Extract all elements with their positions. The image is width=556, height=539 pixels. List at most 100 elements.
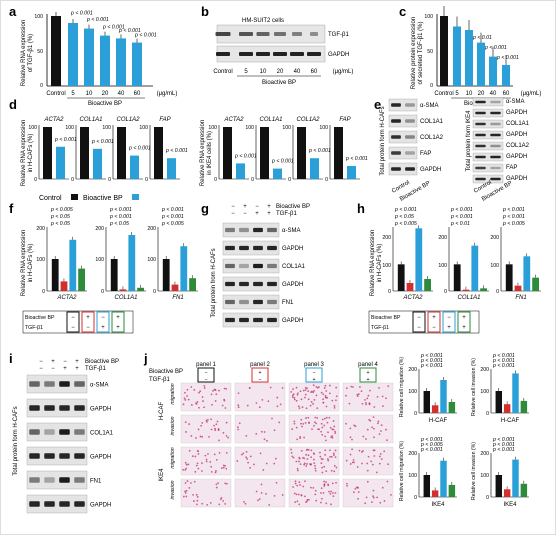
panel-j-cell-2-1-10 bbox=[240, 453, 243, 456]
panel-j-cell-2-0-13 bbox=[194, 455, 197, 458]
panel-j-cell-0-3-5 bbox=[352, 386, 354, 388]
panel-g-band-3-2 bbox=[253, 281, 263, 287]
panel-g-row-bg-2 bbox=[222, 258, 280, 274]
panel-e-right-band-1-0 bbox=[475, 111, 486, 115]
panel-j-cell-2-2-56 bbox=[332, 454, 335, 456]
panel-j-cell-0-0-19 bbox=[198, 406, 200, 409]
panel-i-hdr-tgf-0: − bbox=[39, 366, 43, 372]
panel-d-ike4-pval-1: p < 0.001 bbox=[271, 159, 294, 165]
panel-g-label-5: GAPDH bbox=[282, 318, 303, 324]
panel-d-hcaf-tick-0-0: 0 bbox=[34, 177, 37, 183]
panel-j-cell-2-3-1 bbox=[375, 471, 378, 474]
panel-j-cell-0-0-14 bbox=[215, 393, 218, 396]
panel-j-cell-0-0-35 bbox=[202, 400, 204, 402]
panel-j-cell-2-2-35 bbox=[305, 465, 308, 467]
panel-j-cell-2-3-4 bbox=[358, 449, 361, 452]
panel-e-left-row-bg-4 bbox=[388, 162, 418, 176]
panel-letter-f: f bbox=[9, 201, 14, 216]
panel-j-cell-3-2-44 bbox=[315, 499, 318, 502]
panel-j-cell-1-3-19 bbox=[372, 427, 375, 430]
panel-i-band-5-2 bbox=[59, 501, 70, 507]
panel-j-cell-1-0-11 bbox=[199, 435, 202, 438]
panel-e-blots: α-SMA COL1A1 COL1A2 FAP GAPDH α-SMA GAPDH COL1A… bbox=[388, 97, 530, 184]
panel-j-chart-tick-100-0: 100 bbox=[408, 389, 417, 395]
panel-e-right-row-bg-5 bbox=[472, 152, 504, 162]
panel-h-pval-2-1: p < 0.001 bbox=[502, 214, 525, 220]
panel-j-treat-tgf-0: − bbox=[204, 377, 207, 383]
panel-e-right-band-0-0 bbox=[475, 100, 486, 104]
panel-g-band-1-3 bbox=[267, 245, 277, 251]
panel-g-hdr-bp-2: − bbox=[255, 204, 259, 210]
panel-i-blots: −−+−−+++Bioactive BPTGF-β1α-SMAGAPDHCOL1… bbox=[26, 359, 119, 514]
panel-letter-c: c bbox=[399, 4, 406, 19]
panel-j-treat-label-tgf: TGF-β1 bbox=[149, 377, 170, 383]
panel-h-treat-bp-0: − bbox=[417, 315, 421, 321]
panel-j-cell-1-3-14 bbox=[354, 425, 357, 428]
panel-j-cell-1-2-46 bbox=[293, 422, 296, 425]
panel-e-right-row-bg-3 bbox=[472, 130, 504, 140]
panel-j-chart-3-bar-1 bbox=[503, 489, 511, 497]
panel-f-chart-2-bar-2 bbox=[180, 246, 188, 291]
panel-j-cell-0-0-17 bbox=[201, 396, 204, 398]
panel-j-cell-1-2-5 bbox=[321, 418, 324, 421]
panel-j-cell-0-0-27 bbox=[182, 403, 185, 406]
panel-a: Relative RNA expression of TGF-β1 (%) 10… bbox=[21, 11, 177, 107]
panel-i-row-bg-5 bbox=[26, 494, 88, 514]
panel-j-cell-0-1-0 bbox=[261, 398, 264, 401]
panel-j-cell-2-2-9 bbox=[299, 463, 302, 466]
panel-j-cell-0-0-28 bbox=[214, 400, 217, 402]
panel-j-cell-3-2-34 bbox=[331, 492, 334, 494]
panel-g-band-3-3 bbox=[267, 281, 277, 287]
panel-b-band-1: GAPDH bbox=[328, 52, 349, 58]
panel-j-cell-0-3-6 bbox=[365, 401, 367, 404]
panel-e-right-row-bg-7 bbox=[472, 174, 504, 184]
panel-j-cell-0-2-48 bbox=[295, 399, 298, 402]
panel-b-band-0: TGF-β1 bbox=[328, 32, 349, 38]
panel-j-cell-3-3-18 bbox=[357, 487, 359, 489]
panel-j-cell-1-3-21 bbox=[380, 424, 383, 427]
panel-e-right-row-bg-6 bbox=[472, 163, 504, 173]
panel-d-hcaf-gene-3: FAP bbox=[159, 117, 170, 123]
panel-j-cell-1-3-6 bbox=[349, 427, 352, 430]
panel-h-pval-2-0: p < 0.005 bbox=[502, 221, 525, 227]
panel-g-band-2-2 bbox=[253, 263, 263, 269]
panel-e-right-band-2-1 bbox=[490, 122, 501, 126]
panel-c-bar-2 bbox=[465, 30, 473, 86]
panel-a-bar-2 bbox=[84, 28, 94, 87]
panel-j-chart-tick-200-1: 200 bbox=[480, 367, 489, 373]
panel-g: Total protein from H-CAFs −−+−−+++Bioact… bbox=[211, 204, 310, 328]
panel-j-cell-1-3-5 bbox=[380, 430, 382, 432]
panel-j-cell-1-1-9 bbox=[278, 421, 281, 424]
panel-j-cell-2-2-22 bbox=[329, 456, 331, 458]
panel-j-cell-0-0-6 bbox=[186, 395, 189, 397]
panel-j-cell-0-1-1 bbox=[237, 406, 240, 409]
panel-d-hcaf-gene-1: COL1A1 bbox=[79, 117, 102, 123]
panel-i-band-3-0 bbox=[29, 453, 40, 459]
panel-j-cell-2-0-11 bbox=[195, 464, 198, 467]
panel-e-left-band-1-0 bbox=[391, 119, 401, 123]
panel-d-hcaf-bar-bp-0 bbox=[56, 146, 65, 179]
panel-j-cell-0-3-4 bbox=[366, 397, 369, 400]
panel-a-bar-0 bbox=[51, 16, 61, 86]
panel-g-hdr-label-tgf: TGF-β1 bbox=[276, 211, 297, 217]
panel-j-cell-1-2-11 bbox=[332, 420, 335, 422]
panel-f-chart-0-bar-0 bbox=[51, 259, 59, 291]
panel-g-hdr-tgf-0: − bbox=[231, 211, 235, 217]
panel-j-cell-0-1-7 bbox=[276, 396, 279, 399]
panel-d-right-ylabel-1: Relative RNA expression bbox=[200, 120, 206, 186]
panel-j-image-3-2 bbox=[288, 478, 340, 508]
panel-j-chart-tick-0-3: 0 bbox=[486, 495, 489, 501]
panel-h-tick-100-1: 100 bbox=[438, 263, 447, 269]
panel-j-cell-1-2-4 bbox=[313, 425, 315, 427]
panel-j-cell-2-0-15 bbox=[215, 469, 217, 472]
panel-j-cell-0-3-14 bbox=[381, 395, 384, 398]
panel-j-cell-1-2-34 bbox=[320, 422, 323, 425]
panel-i-row-bg-4 bbox=[26, 470, 88, 490]
panel-j-chart-tick-200-0: 200 bbox=[408, 367, 417, 373]
panel-a-unit: (μg/mL) bbox=[157, 91, 178, 97]
panel-j-cell-1-0-1 bbox=[206, 418, 209, 421]
panel-j-cell-3-2-6 bbox=[319, 492, 322, 494]
panel-c-bar-4 bbox=[489, 56, 497, 86]
